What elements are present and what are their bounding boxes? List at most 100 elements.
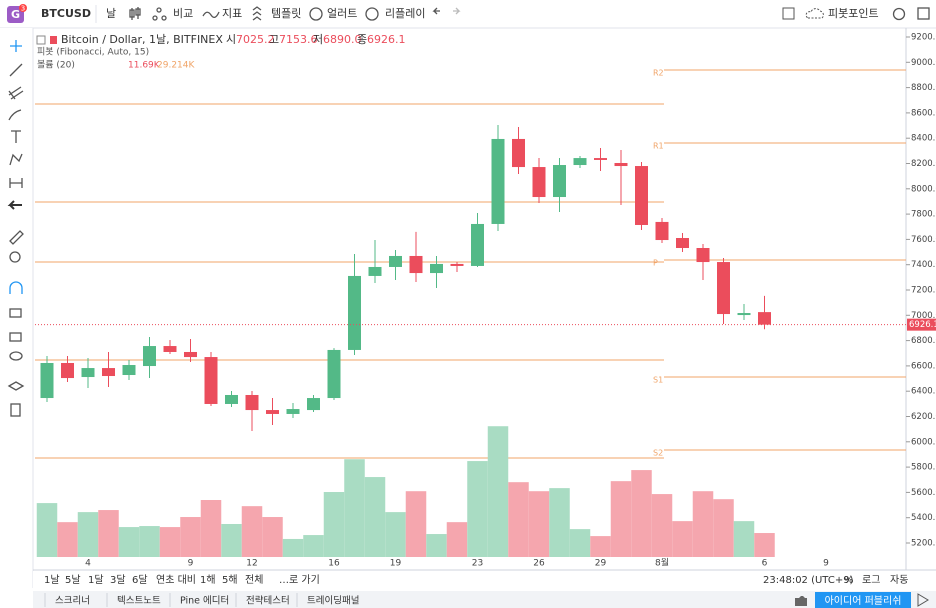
indicator-icon[interactable] [202,11,220,19]
volume-bar [364,477,386,557]
volume-bar [118,527,140,557]
volume-bar [405,491,427,557]
camera-icon[interactable] [795,596,807,606]
range-button[interactable]: 5해 [222,573,238,586]
volume-bar [733,521,755,557]
candle-body [307,398,320,411]
range-button[interactable]: 5날 [65,574,81,586]
trash-tool[interactable] [10,403,21,417]
footer-tab[interactable]: 전략테스터 [246,595,290,607]
y-tick-label: 6800.0 [911,336,936,346]
brush-tool[interactable] [8,109,22,121]
toolbar-item[interactable]: 얼러트 [327,6,357,20]
replay-icon[interactable] [365,7,379,21]
eye-tool[interactable] [9,351,23,361]
volume-bar [98,510,119,557]
text-tool[interactable] [11,130,21,143]
time-bar-auto[interactable]: 자동 [890,574,908,586]
toolbar-item[interactable]: 비교 [173,7,193,20]
cloud-icon[interactable] [805,8,824,19]
y-tick-label: 6600.0 [911,361,936,371]
ruler-tool[interactable] [9,230,24,245]
candle-body [635,166,648,225]
pivot-button[interactable]: 피봇포인트 [828,7,879,20]
volume-bar [36,503,58,557]
pivot-legend: 피봇 (Fibonacci, Auto, 15) [37,47,149,58]
compare-icon[interactable] [152,7,167,21]
layers-tool[interactable] [7,381,25,391]
range-button[interactable]: 1날 [44,574,60,586]
x-tick-label: 8월 [655,557,669,569]
volume-bar [446,522,468,557]
y-tick-label: 8000.0 [911,184,936,194]
checkbox[interactable] [782,7,795,20]
settings-icon[interactable] [892,7,906,21]
lock-draw-tool[interactable] [9,308,22,318]
template-icon[interactable] [252,6,262,21]
toolbar-item[interactable]: 템플릿 [271,7,301,20]
toolbar-item[interactable]: 지표 [222,7,242,20]
time-bar-percent[interactable]: % [844,575,854,586]
footer-tab[interactable]: Pine 에디터 [180,596,229,607]
range-button[interactable]: 6달 [132,574,148,586]
left-toolbar [0,28,33,588]
publish-button[interactable] [815,592,911,608]
volume-bar [426,534,447,557]
undo-icon[interactable] [432,7,440,15]
candle-icon[interactable] [129,7,141,20]
pattern-tool[interactable] [9,153,23,166]
candle-body [491,138,505,224]
lock-tool[interactable] [9,332,22,342]
range-button[interactable]: 연초 대비 [156,574,196,586]
alert-icon[interactable] [309,7,323,21]
candle-body [614,162,628,167]
interval[interactable]: 날 [106,7,116,20]
volume-bar [385,512,406,557]
toolbar-item[interactable]: 리플레이 [385,7,425,20]
range-button[interactable]: 1달 [88,574,104,586]
fullscreen-icon[interactable] [917,7,930,20]
candle-body [409,255,423,274]
candle-body [471,223,484,266]
symbol[interactable]: BTCUSD [41,7,91,20]
footer-tab[interactable]: 스크리너 [55,596,90,607]
volume-bar [528,491,550,557]
range-button[interactable]: 전체 [245,574,263,586]
x-tick-label: 23 [472,559,483,569]
crosshair-tool[interactable] [10,40,22,52]
legend-title: Bitcoin / Dollar, 1날, BITFINEX [61,33,223,46]
ohlc-key: 고 [269,33,279,46]
volume-bar [282,538,304,557]
magnet-tool[interactable] [9,281,23,294]
candle-body [573,158,587,166]
range-button[interactable]: 3달 [110,574,126,586]
top-bar [0,0,936,28]
candle-body [676,238,689,249]
footer-tab[interactable]: 트레이딩패널 [307,596,359,607]
collapse-box[interactable] [36,35,46,45]
play-icon[interactable] [917,593,929,607]
line-tool[interactable] [9,63,23,77]
y-tick-label: 6400.0 [911,387,936,397]
candle-body [368,266,382,276]
footer-tab[interactable]: 텍스트노트 [117,596,161,607]
y-tick-label: 5400.0 [911,513,936,523]
ohlc-value: 7153.6 [279,33,318,46]
x-tick-label: 19 [390,559,402,569]
back-tool[interactable] [7,200,22,210]
time-bar-goto[interactable]: …로 가기 [279,574,320,586]
x-tick-label: 9 [188,559,194,569]
volume-bar [692,491,714,557]
y-tick-label: 8200.0 [911,159,936,169]
y-tick-label: 7400.0 [911,260,936,270]
volume-bar [631,470,652,557]
time-bar-log[interactable]: 로그 [862,575,880,586]
redo-icon[interactable] [453,7,461,15]
zoom-tool[interactable] [9,251,21,263]
range-button[interactable]: 1해 [200,573,216,586]
volume-bar [508,482,529,557]
fork-tool[interactable] [8,86,24,100]
prediction-tool[interactable] [9,178,23,188]
candle-body [553,165,566,198]
candle-body [245,394,259,411]
